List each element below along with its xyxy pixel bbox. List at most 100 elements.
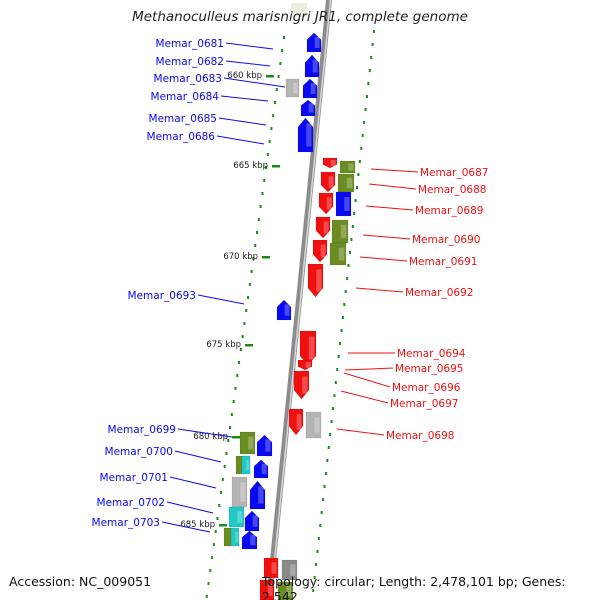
- scale-dotted-track-left: [263, 179, 266, 182]
- leader-line-left: [218, 117, 267, 126]
- gene-right-strand: [297, 359, 313, 371]
- gene-label-right: Memar_0697: [390, 398, 458, 410]
- scale-dotted-track-left: [239, 348, 242, 351]
- scale-dotted-track-right: [370, 56, 373, 59]
- gene-label-right: Memar_0690: [412, 234, 480, 246]
- scale-dotted-track-left: [270, 127, 273, 130]
- gene-label-left: Memar_0702: [97, 497, 165, 509]
- scale-dotted-track-right: [348, 251, 351, 254]
- scale-dotted-track-right: [343, 303, 346, 306]
- scale-dotted-track-left: [261, 192, 264, 195]
- gene-right-strand: [320, 171, 336, 193]
- gene-right-strand: [277, 581, 294, 600]
- gene-right-strand: [339, 160, 356, 174]
- gene-label-left: Memar_0699: [108, 424, 176, 436]
- leader-line-right: [362, 234, 411, 240]
- scale-dotted-track-right: [339, 342, 342, 345]
- gene-left-strand-shade: [237, 511, 243, 523]
- scale-dotted-track-right: [354, 199, 357, 202]
- gene-right-strand-shade: [290, 564, 296, 576]
- gene-right-strand: [318, 192, 334, 215]
- gene-right-strand-shade: [302, 376, 308, 394]
- scale-dotted-track-left: [248, 283, 251, 286]
- scale-dotted-track-right: [327, 446, 330, 449]
- leader-line-left: [223, 77, 286, 88]
- scale-dotted-track-right: [350, 238, 353, 241]
- scale-dotted-track-left: [205, 595, 208, 598]
- gene-right-strand: [312, 239, 328, 263]
- leader-line-left: [225, 60, 271, 67]
- scale-dotted-track-right: [319, 524, 322, 527]
- scale-dotted-track-right: [363, 121, 366, 124]
- gene-left-strand: [231, 476, 248, 508]
- scale-dotted-track-left: [279, 62, 282, 65]
- scale-dotted-track-left: [220, 491, 223, 494]
- kbp-scale-label: 660 kbp: [227, 71, 262, 81]
- gene-label-left: Memar_0700: [105, 446, 173, 458]
- gene-left-strand: [244, 510, 260, 532]
- genome-backbone-highlight: [269, 0, 332, 600]
- kbp-tick-mark: [266, 75, 274, 78]
- gene-label-right: Memar_0695: [395, 363, 463, 375]
- scale-dotted-track-left: [227, 439, 230, 442]
- kbp-scale-label: 665 kbp: [233, 161, 268, 171]
- genome-backbone: [266, 0, 332, 600]
- leader-line-right: [370, 168, 419, 173]
- gene-left-strand: [228, 506, 245, 528]
- leader-line-left: [216, 135, 265, 145]
- scale-dotted-track-right: [316, 550, 319, 553]
- scale-dotted-track-left: [281, 49, 284, 52]
- leader-line-left: [197, 294, 245, 305]
- gene-left-strand-shade: [246, 459, 250, 471]
- scale-dotted-track-left: [283, 36, 285, 39]
- kbp-scale-label: 685 kbp: [180, 520, 215, 530]
- gene-right-strand: [263, 557, 279, 579]
- gene-label-left: Memar_0686: [147, 131, 216, 143]
- gene-right-strand-shade: [267, 584, 273, 596]
- gene-label-right: Memar_0696: [392, 382, 461, 394]
- leader-line-right: [343, 372, 391, 388]
- scale-dotted-track-right: [312, 589, 315, 592]
- scale-dotted-track-left: [254, 244, 257, 247]
- gene-left-strand-shade: [308, 103, 314, 113]
- scale-dotted-track-right: [373, 30, 375, 33]
- gene-right-strand-shade: [344, 197, 350, 211]
- scale-dotted-track-left: [252, 257, 255, 260]
- scale-dotted-track-left: [223, 465, 226, 468]
- gene-left-strand-shade: [235, 531, 239, 543]
- scale-dotted-track-left: [265, 166, 268, 169]
- gene-left-strand: [241, 455, 251, 475]
- leader-line-left: [161, 521, 211, 533]
- gene-right-strand-shade: [305, 362, 311, 368]
- scale-dotted-track-left: [209, 569, 212, 572]
- leader-line-right: [365, 205, 414, 211]
- gene-right-strand-shade: [346, 177, 353, 189]
- gene-label-right: Memar_0689: [415, 205, 483, 217]
- accession-text: Accession: NC_009051: [9, 574, 152, 589]
- leader-line-right: [336, 428, 385, 436]
- scale-dotted-track-right: [371, 43, 374, 46]
- gene-left-strand-shade: [258, 486, 264, 504]
- gene-left-strand-shade: [310, 82, 316, 95]
- scale-dotted-track-right: [357, 173, 360, 176]
- gene-left-strand-shade: [314, 36, 320, 49]
- scale-dotted-track-right: [361, 134, 364, 137]
- scale-dotted-track-right: [326, 459, 329, 462]
- scale-dotted-track-left: [225, 452, 228, 455]
- gene-left-strand-shade: [240, 482, 246, 502]
- scale-dotted-track-right: [315, 563, 318, 566]
- leader-line-left: [220, 95, 269, 102]
- kbp-tick-mark: [245, 344, 253, 347]
- scale-dotted-track-right: [320, 511, 323, 514]
- kbp-scale-label: 675 kbp: [206, 340, 241, 350]
- gene-label-left: Memar_0683: [154, 73, 222, 85]
- gene-label-right: Memar_0698: [386, 430, 454, 442]
- gene-left-strand: [302, 78, 318, 99]
- scale-dotted-track-right: [334, 381, 337, 384]
- gene-right-strand-shade: [314, 417, 320, 433]
- scale-dotted-track-right: [340, 329, 343, 332]
- gene-right-strand-shade: [308, 336, 315, 360]
- scale-dotted-track-left: [268, 140, 271, 143]
- gene-label-right: Memar_0688: [418, 184, 486, 196]
- scale-dotted-track-right: [346, 277, 349, 280]
